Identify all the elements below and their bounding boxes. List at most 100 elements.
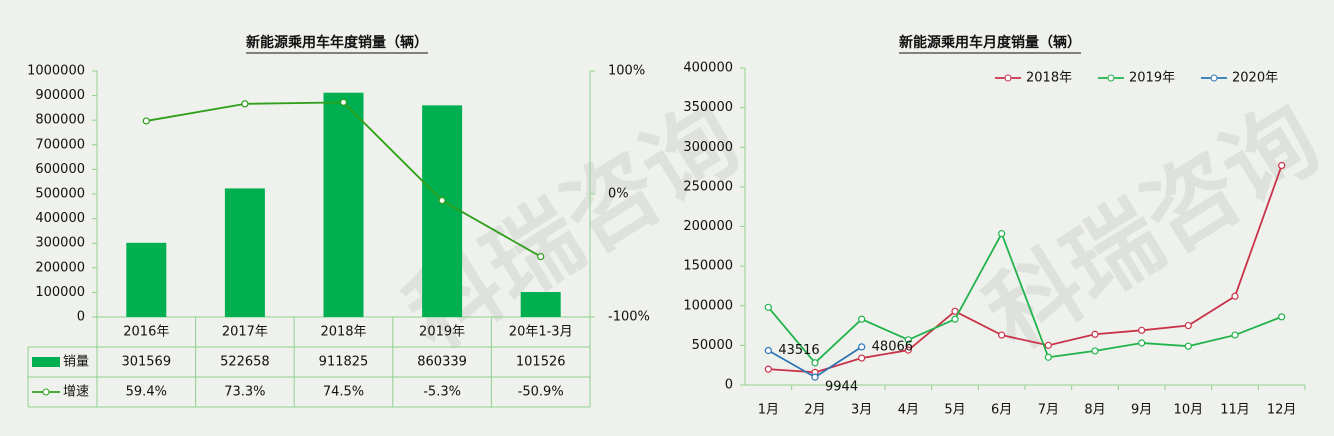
- x-tick-label: 1月: [758, 403, 779, 418]
- y2-tick-label: 100%: [608, 64, 645, 79]
- line-point: [537, 253, 545, 261]
- line-point: [998, 230, 1006, 238]
- table-value: -5.3%: [423, 385, 461, 400]
- y-tick-label: 100000: [683, 298, 733, 313]
- y-tick-label: 350000: [683, 100, 733, 115]
- line-point: [951, 315, 959, 323]
- line-point: [1231, 331, 1239, 339]
- x-tick-label: 8月: [1084, 403, 1105, 418]
- x-tick-label: 2016年: [123, 325, 169, 340]
- table-value: 59.4%: [126, 385, 167, 400]
- line-point: [1091, 330, 1099, 338]
- x-tick-label: 2017年: [222, 325, 268, 340]
- y2-tick-label: -100%: [608, 310, 650, 325]
- bar: [126, 242, 167, 317]
- y-tick-label: 1000000: [27, 64, 85, 79]
- line-point: [1231, 292, 1239, 300]
- line-point: [1184, 342, 1192, 350]
- legend-label: 增速: [63, 385, 89, 400]
- watermark: 科瑞咨询: [968, 84, 1334, 370]
- y-tick-label: 200000: [683, 219, 733, 234]
- table-value: 860339: [417, 355, 467, 370]
- line-point: [1278, 313, 1286, 321]
- line-point: [1138, 339, 1146, 347]
- legend-label: 2020年: [1232, 71, 1278, 86]
- table-value: 101526: [516, 355, 566, 370]
- legend-label: 销量: [63, 355, 89, 370]
- bar: [520, 292, 561, 317]
- line-point: [764, 365, 772, 373]
- y-tick-label: 0: [77, 310, 85, 325]
- table-value: 301569: [121, 355, 171, 370]
- line-point: [858, 315, 866, 323]
- line-point: [951, 307, 959, 315]
- x-tick-label: 3月: [851, 403, 872, 418]
- y-tick-label: 700000: [35, 137, 85, 152]
- x-tick-label: 2019年: [419, 325, 465, 340]
- x-tick-label: 12月: [1267, 403, 1297, 418]
- line-point: [811, 373, 819, 381]
- data-label: 48066: [872, 339, 913, 354]
- y-tick-label: 300000: [683, 140, 733, 155]
- y-tick-label: 400000: [35, 211, 85, 226]
- line-point: [1138, 326, 1146, 334]
- x-tick-label: 9月: [1131, 403, 1152, 418]
- bar: [224, 188, 265, 317]
- chart-title: 新能源乘用车年度销量（辆）: [246, 34, 428, 51]
- legend-key: [1107, 74, 1115, 82]
- table-value: 911825: [319, 355, 369, 370]
- table-value: 74.5%: [323, 385, 364, 400]
- x-tick-label: 2018年: [320, 325, 366, 340]
- y-tick-label: 300000: [35, 236, 85, 251]
- y2-tick-label: 0%: [608, 187, 629, 202]
- y-tick-label: 900000: [35, 88, 85, 103]
- line-point: [811, 359, 819, 367]
- y-tick-label: 50000: [692, 338, 733, 353]
- y-tick-label: 250000: [683, 179, 733, 194]
- line-point: [858, 354, 866, 362]
- y-tick-label: 200000: [35, 260, 85, 275]
- legend-key: [42, 388, 50, 396]
- table-value: 522658: [220, 355, 270, 370]
- series-line: [768, 165, 1283, 374]
- line-point: [1044, 341, 1052, 349]
- bar: [422, 105, 463, 318]
- line-point: [142, 117, 150, 125]
- line-point: [764, 303, 772, 311]
- x-tick-label: 7月: [1038, 403, 1059, 418]
- line-point: [998, 331, 1006, 339]
- line-point: [241, 100, 249, 108]
- line-point: [1044, 353, 1052, 361]
- x-tick-label: 11月: [1220, 403, 1250, 418]
- x-tick-label: 2月: [804, 403, 825, 418]
- y-tick-label: 100000: [35, 285, 85, 300]
- chart-title: 新能源乘用车月度销量（辆）: [899, 34, 1081, 51]
- line-point: [339, 98, 348, 106]
- legend-key: [1004, 74, 1012, 82]
- legend-label: 2019年: [1129, 71, 1175, 86]
- table-value: -50.9%: [518, 385, 564, 400]
- legend-key: [1210, 74, 1218, 82]
- line-point: [904, 336, 912, 344]
- y-tick-label: 400000: [683, 61, 733, 76]
- legend-key: [32, 357, 60, 367]
- y-tick-label: 150000: [683, 259, 733, 274]
- y-tick-label: 600000: [35, 162, 85, 177]
- line-point: [764, 346, 772, 355]
- line-point: [1091, 347, 1099, 355]
- line-point: [858, 343, 866, 351]
- line-point: [1184, 321, 1192, 330]
- line-point: [438, 196, 446, 205]
- x-tick-label: 4月: [898, 403, 919, 418]
- legend-label: 2018年: [1026, 71, 1072, 86]
- line-point: [904, 346, 912, 354]
- series-line: [767, 231, 1282, 365]
- y-tick-label: 800000: [35, 113, 85, 128]
- data-label: 43516: [778, 343, 819, 358]
- x-tick-label: 6月: [991, 403, 1012, 418]
- x-tick-label: 20年1-3月: [509, 325, 573, 340]
- table-value: 73.3%: [224, 385, 265, 400]
- x-tick-label: 5月: [944, 403, 965, 418]
